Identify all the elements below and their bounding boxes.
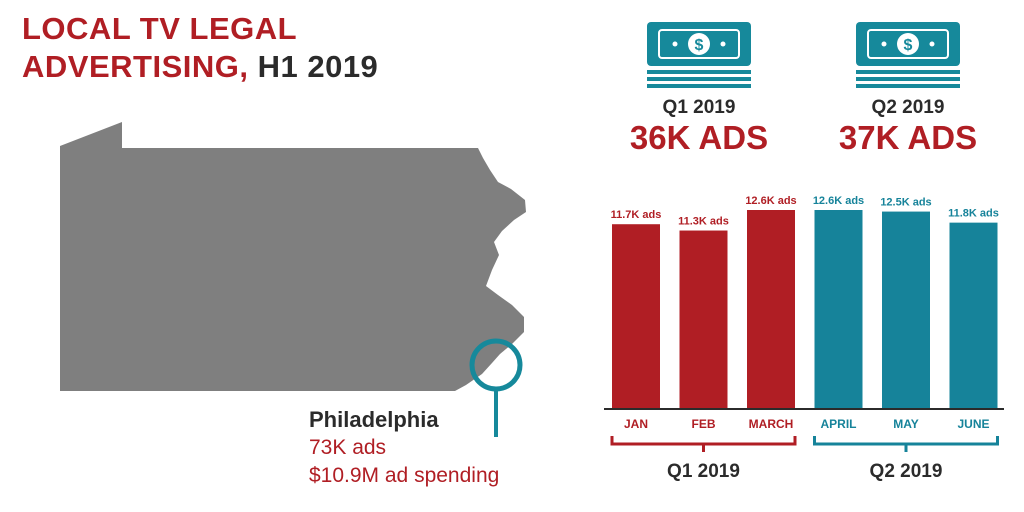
data-label-feb: 11.3K ads <box>678 216 729 228</box>
svg-text:$: $ <box>695 37 704 54</box>
q2-summary: $ Q2 2019 37K ADS <box>818 14 998 157</box>
group-label-q2: Q2 2019 <box>870 461 943 482</box>
bars-layer: 11.7K ads 11.3K ads 12.6K ads 12.6K ads 12.5… <box>611 195 999 409</box>
bar-april <box>814 210 863 409</box>
callout-ads: 73K ads <box>309 436 387 459</box>
q2-label: Q2 2019 <box>871 97 945 118</box>
x-tick-feb: FEB <box>692 417 716 431</box>
callout-circle <box>469 338 523 392</box>
money-stack-icon: $ <box>856 22 960 88</box>
data-label-march: 12.6K ads <box>745 195 796 207</box>
bracket-q1 <box>610 436 797 452</box>
x-tick-march: MARCH <box>749 417 794 431</box>
title-line-2: ADVERTISING, H1 2019 <box>22 48 378 86</box>
q1-label: Q1 2019 <box>662 97 736 118</box>
callout-city: Philadelphia <box>309 407 439 432</box>
bracket-q2 <box>813 436 999 452</box>
bar-june <box>949 222 998 409</box>
title-line-1: LOCAL TV LEGAL <box>22 11 298 46</box>
bar-may <box>882 211 930 409</box>
q1-value: 36K ADS <box>629 119 769 156</box>
page-title: LOCAL TV LEGAL ADVERTISING, H1 2019 <box>22 10 378 86</box>
quarter-brackets: Q1 2019 Q2 2019 <box>610 436 999 482</box>
x-tick-labels: JAN FEB MARCH APRIL MAY JUNE <box>624 417 990 431</box>
pennsylvania-shape <box>60 122 526 391</box>
philadelphia-callout: Philadelphia 73K ads $10.9M ad spending <box>309 406 499 490</box>
money-stack-icon: $ <box>647 22 751 88</box>
data-label-jan: 11.7K ads <box>611 209 662 221</box>
data-label-may: 12.5K ads <box>880 197 931 209</box>
callout-spending: $10.9M ad spending <box>309 464 500 487</box>
q2-value: 37K ADS <box>838 119 978 156</box>
title-advertising: ADVERTISING, <box>22 49 249 84</box>
pennsylvania-map <box>60 122 526 437</box>
q1-summary: $ Q1 2019 36K ADS <box>609 14 789 157</box>
x-tick-april: APRIL <box>821 417 857 431</box>
x-tick-jan: JAN <box>624 417 648 431</box>
svg-text:$: $ <box>904 37 913 54</box>
bar-march <box>747 210 795 409</box>
bar-feb <box>679 230 728 409</box>
data-label-june: 11.8K ads <box>948 208 999 220</box>
title-period: H1 2019 <box>257 49 379 84</box>
data-label-april: 12.6K ads <box>813 195 864 207</box>
philadelphia-callout-marker <box>469 338 523 437</box>
x-tick-may: MAY <box>893 417 919 431</box>
group-label-q1: Q1 2019 <box>667 461 740 482</box>
x-tick-june: JUNE <box>957 417 989 431</box>
bar-jan <box>612 224 660 409</box>
